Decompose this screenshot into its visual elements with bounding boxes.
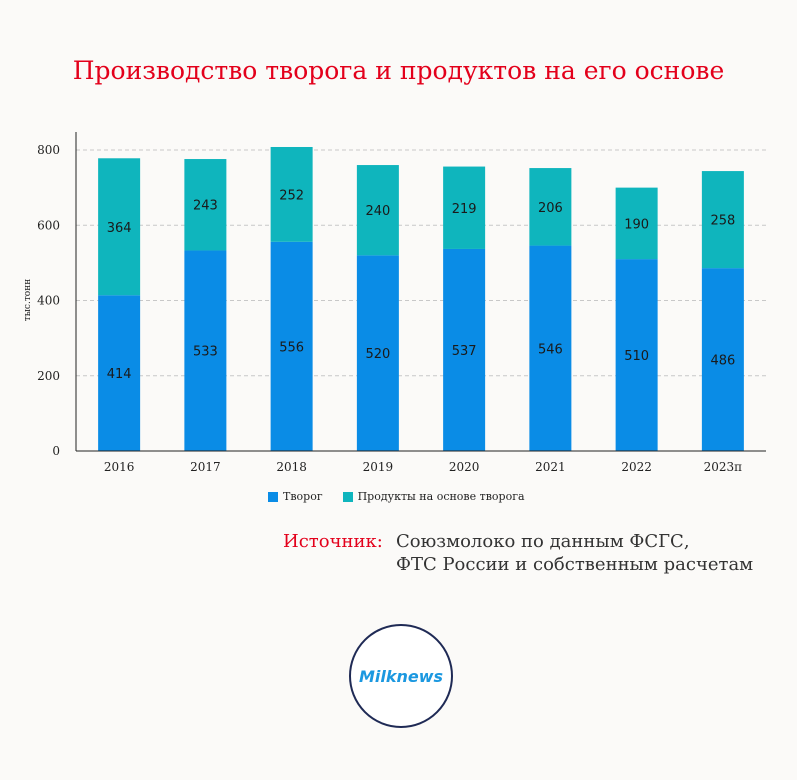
data-label: 486: [710, 354, 735, 369]
x-tick-label: 2018: [276, 460, 307, 474]
legend-item-products: Продукты на основе творога: [342, 490, 525, 503]
logo-text: Milknews: [358, 666, 444, 686]
bar-tvorog-2019: [356, 255, 399, 451]
source-text: Союзмолоко по данным ФСГС, ФТС России и …: [396, 530, 753, 576]
x-tick-label: 2016: [104, 460, 135, 474]
milknews-logo: Milknews: [349, 624, 453, 728]
y-axis-label: тыс.тонн: [23, 279, 33, 321]
data-label: 206: [538, 201, 563, 216]
x-tick-label: 2023п: [704, 460, 743, 474]
bar-products-2017: [184, 159, 227, 251]
source-note: Источник: Союзмолоко по данным ФСГС, ФТС…: [283, 530, 753, 576]
legend-label-tvorog: Творог: [283, 490, 323, 503]
data-label: 240: [365, 204, 390, 219]
bar-tvorog-2017: [184, 250, 227, 451]
source-label: Источник:: [283, 531, 383, 552]
legend: Творог Продукты на основе творога: [268, 490, 539, 503]
data-label: 252: [279, 188, 304, 203]
x-tick-label: 2021: [535, 460, 566, 474]
bar-products-2019: [356, 165, 399, 256]
source-line-1: Союзмолоко по данным ФСГС,: [396, 531, 690, 552]
x-tick-label: 2022: [621, 460, 652, 474]
data-label: 546: [538, 342, 563, 357]
bar-products-2023п: [701, 171, 744, 269]
y-tick-label: 400: [37, 294, 60, 308]
bars: 414 364 533 243 556 252 520 240 537 219 546 206 510 1…: [98, 146, 744, 451]
chart-title: Производство творога и продуктов на его …: [72, 56, 725, 85]
grid-lines: [76, 149, 766, 377]
bar-products-2020: [443, 166, 486, 249]
bar-tvorog-2023п: [701, 268, 744, 451]
bar-products-2021: [529, 168, 572, 246]
data-label: 520: [365, 347, 390, 362]
data-label: 556: [279, 340, 304, 355]
bar-tvorog-2018: [270, 241, 313, 451]
data-label: 533: [193, 345, 218, 360]
data-label: 258: [710, 214, 735, 229]
y-tick-label: 200: [37, 369, 60, 383]
x-tick-label: 2019: [363, 460, 394, 474]
y-tick-label: 600: [37, 218, 60, 232]
stacked-bar-chart: 414 364 533 243 556 252 520 240 537 219 546 206 510 1…: [23, 132, 766, 474]
bar-tvorog-2016: [98, 295, 141, 451]
source-line-2: ФТС России и собственным расчетам: [396, 554, 754, 575]
bar-products-2018: [270, 146, 313, 242]
legend-item-tvorog: Творог: [268, 490, 323, 503]
legend-label-products: Продукты на основе творога: [357, 490, 525, 503]
x-tick-label: 2020: [449, 460, 480, 474]
legend-swatch-tvorog: [268, 491, 278, 502]
legend-swatch-products: [342, 491, 353, 502]
data-label: 537: [452, 344, 477, 359]
bar-tvorog-2021: [529, 245, 572, 451]
data-label: 243: [193, 199, 218, 214]
data-label: 414: [107, 367, 132, 382]
bar-products-2022: [615, 187, 658, 260]
x-tick-label: 2017: [190, 460, 221, 474]
y-tick-label: 0: [52, 444, 60, 458]
bar-tvorog-2022: [615, 259, 658, 451]
data-label: 510: [624, 349, 649, 364]
y-tick-label: 800: [37, 143, 60, 157]
axes: 0 200 400 600 800 2016 2017 2018 2019 2020 2021 202…: [37, 132, 766, 474]
data-label: 364: [107, 221, 132, 236]
bar-tvorog-2020: [443, 248, 486, 451]
data-label: 219: [452, 202, 477, 217]
bar-products-2016: [98, 158, 141, 296]
data-label: 190: [624, 217, 649, 232]
